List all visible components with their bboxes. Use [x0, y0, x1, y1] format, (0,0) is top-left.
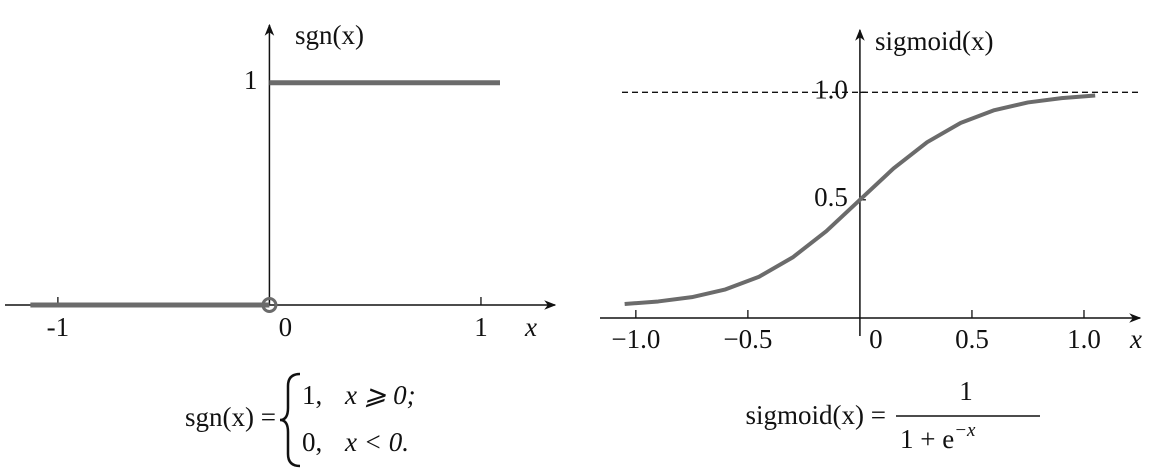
case-value: 1,	[302, 380, 322, 410]
x-tick-label: 0	[869, 324, 883, 354]
formula-lhs: sigmoid(x) =	[746, 400, 886, 430]
brace	[279, 372, 301, 468]
y-tick-label: 1.0	[814, 75, 848, 105]
x-tick-label: -1	[47, 312, 70, 342]
x-tick-label: 0	[279, 312, 293, 342]
x-axis-label: x	[1129, 324, 1142, 354]
x-tick-label: −1.0	[611, 324, 660, 354]
denominator-base: 1 + e	[900, 424, 954, 454]
y-tick-label: 0.5	[814, 182, 848, 212]
x-tick-label: −0.5	[723, 324, 772, 354]
x-axis-label: x	[524, 312, 537, 342]
case-value: 0,	[302, 427, 322, 457]
case-condition: x < 0.	[344, 427, 409, 457]
case-condition: x ⩾ 0;	[344, 380, 416, 410]
exponent: −x	[954, 420, 976, 441]
open-point	[261, 297, 278, 313]
x-tick-label: 1	[474, 312, 488, 342]
y-axis-label: sgn(x)	[295, 20, 364, 50]
formula-lhs: sgn(x) =	[185, 402, 276, 432]
x-tick-label: 1.0	[1067, 324, 1101, 354]
y-tick-label: 1	[244, 65, 258, 95]
y-axis-label: sigmoid(x)	[875, 26, 994, 56]
x-tick-label: 0.5	[955, 324, 989, 354]
data-line	[624, 93, 1096, 307]
data-line	[30, 80, 500, 308]
denominator: 1 + e−x	[900, 420, 976, 454]
numerator: 1	[959, 376, 973, 406]
